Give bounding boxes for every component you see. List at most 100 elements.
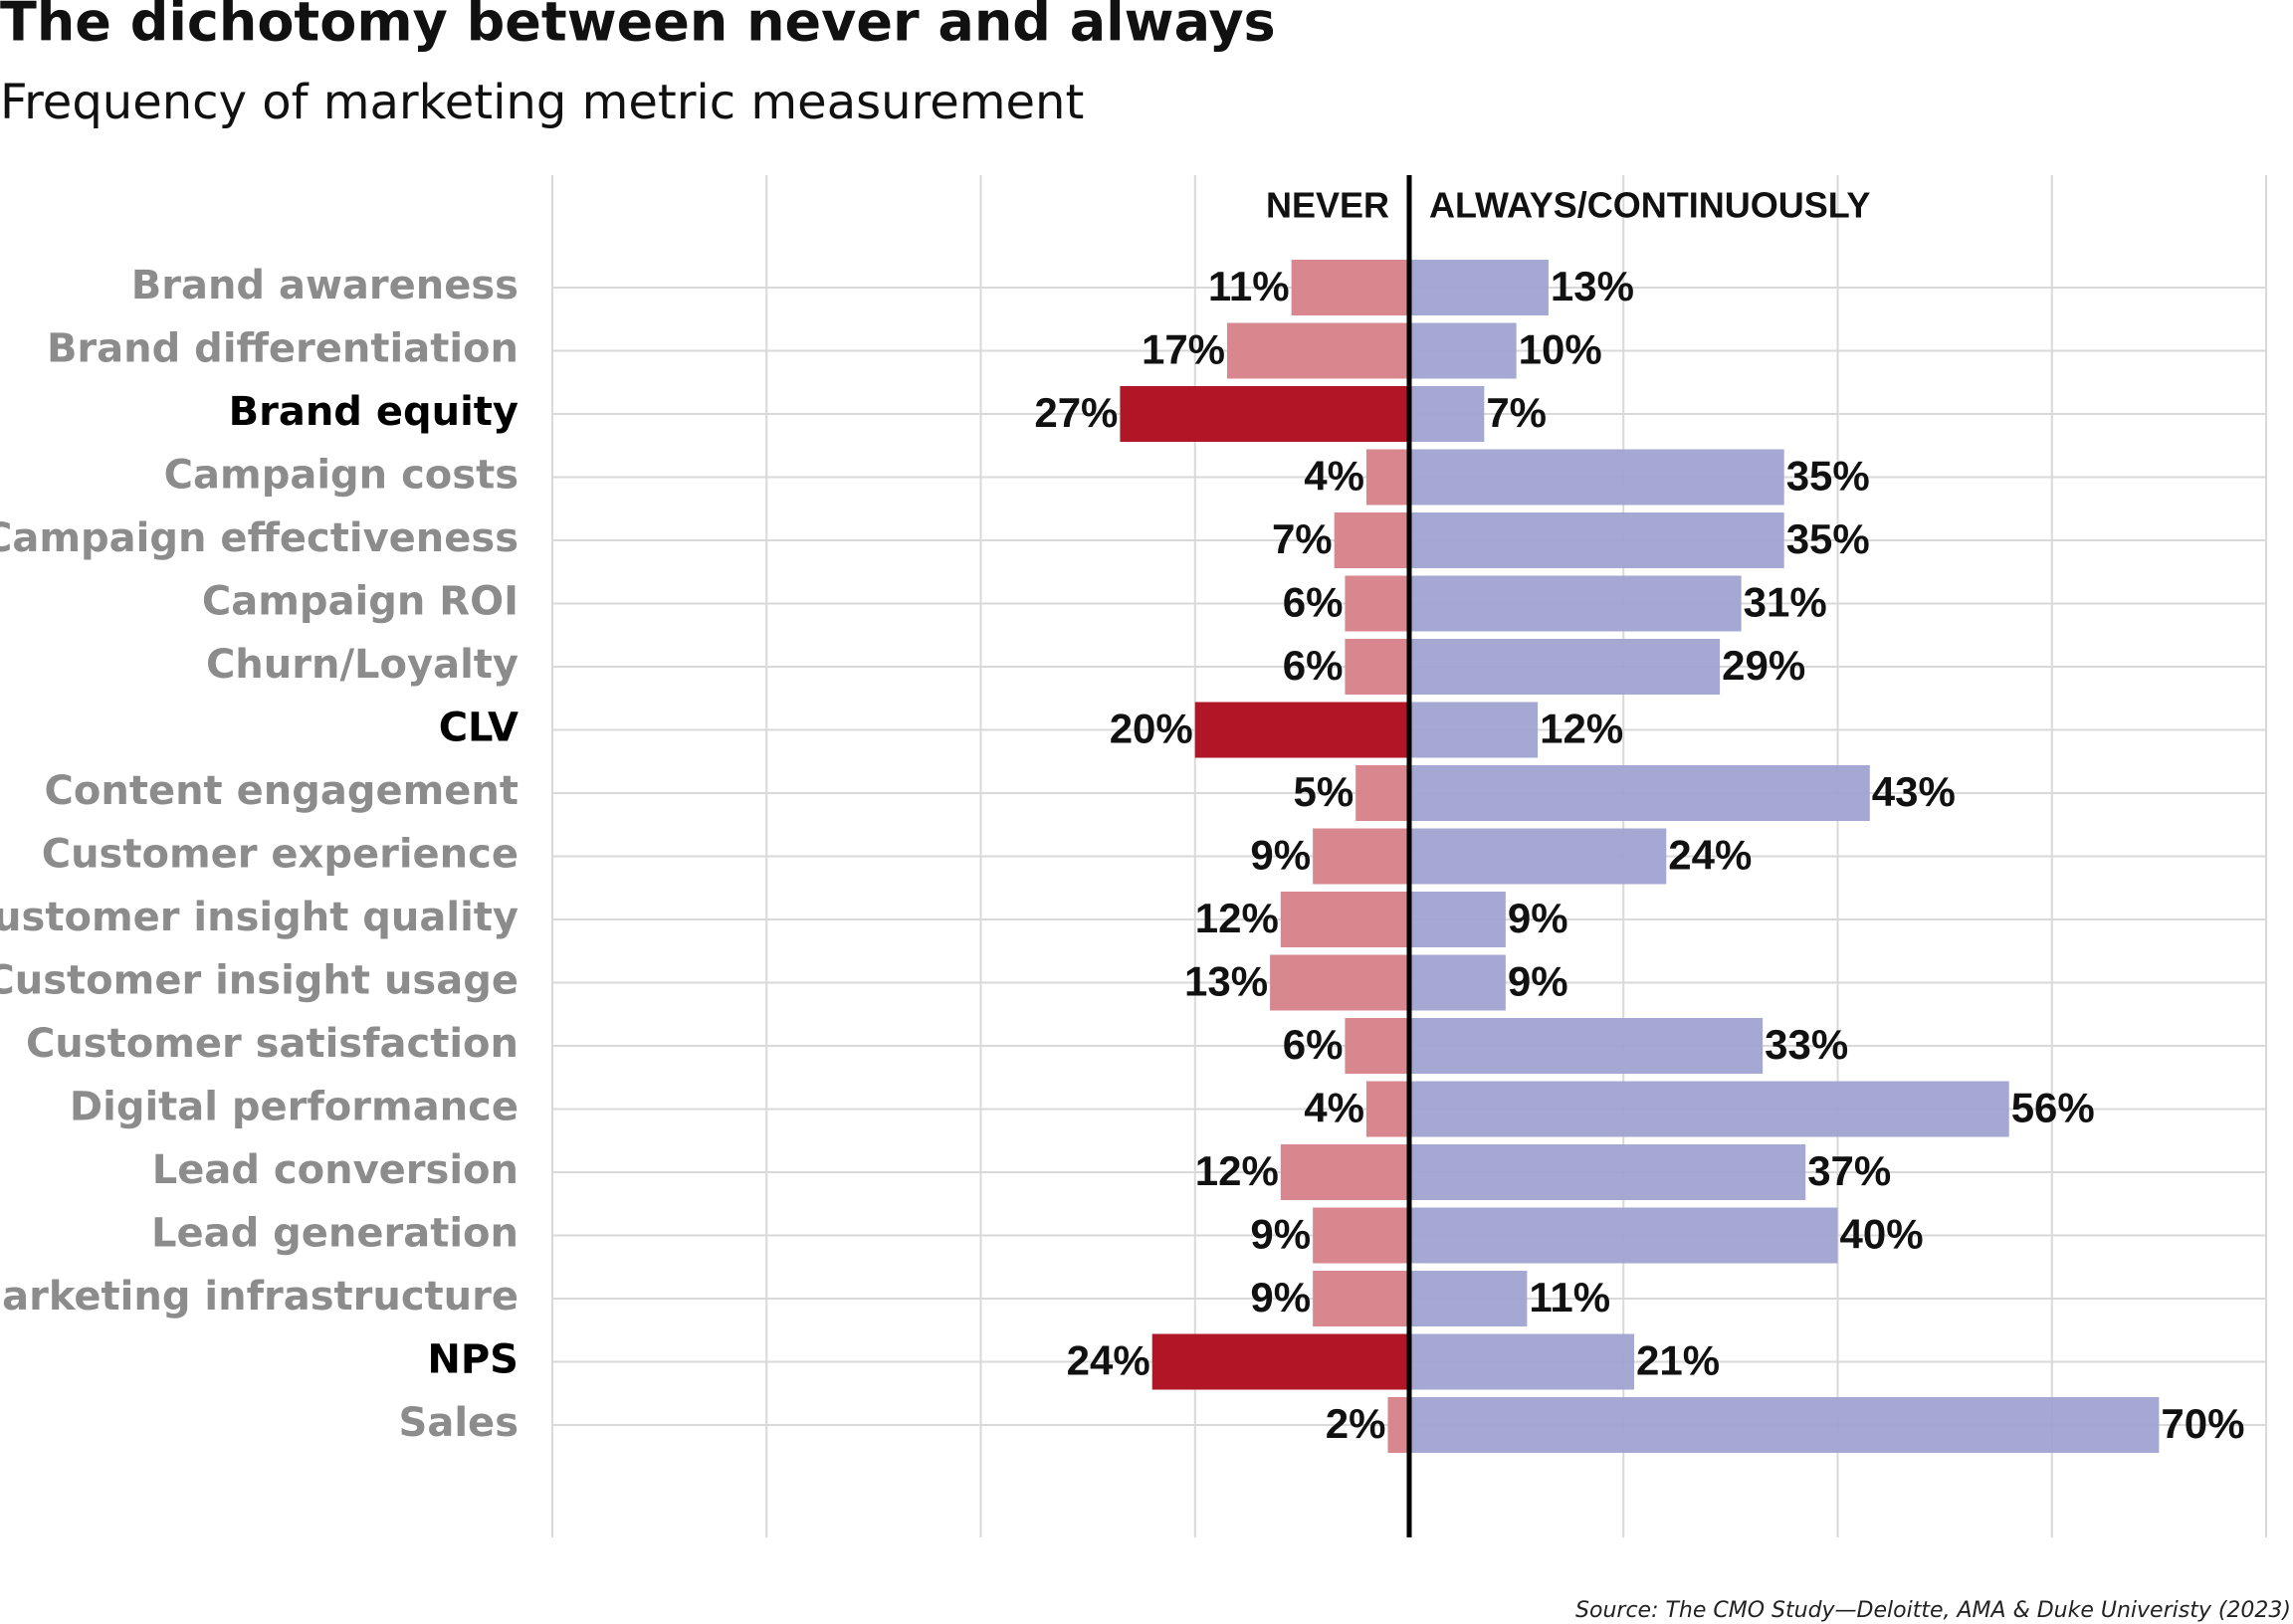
bar <box>1387 1397 1409 1453</box>
value-label: 35% <box>1786 515 1870 562</box>
bar <box>1409 765 1870 821</box>
value-label: 12% <box>1195 895 1279 941</box>
value-label: 11% <box>1208 263 1290 309</box>
value-label: 6% <box>1283 642 1344 689</box>
bar <box>1270 954 1409 1011</box>
bar <box>1409 892 1506 947</box>
category-label: Campaign ROI <box>202 579 519 625</box>
bar <box>1409 1081 2009 1137</box>
chart-subtitle: Frequency of marketing metric measuremen… <box>0 75 1084 130</box>
series-header: NEVER <box>1266 185 1389 226</box>
category-label: Campaign effectiveness <box>0 515 519 561</box>
value-label: 24% <box>1067 1337 1150 1384</box>
category-label: Lead conversion <box>152 1147 519 1193</box>
value-label: 13% <box>1184 958 1268 1005</box>
value-label: 29% <box>1722 642 1805 689</box>
category-label: Brand equity <box>229 389 519 435</box>
source-note: Source: The CMO Study—Deloitte, AMA & Du… <box>1575 1598 2291 1623</box>
value-label: 6% <box>1283 1021 1344 1068</box>
bar <box>1345 1018 1409 1074</box>
value-label: 31% <box>1744 579 1827 626</box>
value-label: 7% <box>1486 389 1547 436</box>
bar <box>1313 1207 1409 1264</box>
bar <box>1409 1271 1528 1326</box>
value-label: 24% <box>1668 832 1752 879</box>
bar <box>1409 1018 1764 1074</box>
category-label: Sales <box>399 1400 519 1446</box>
category-label: Customer insight usage <box>0 958 519 1004</box>
value-label: 20% <box>1110 706 1193 752</box>
value-label: 9% <box>1250 1274 1311 1320</box>
category-label: Churn/Loyalty <box>206 642 519 688</box>
value-label: 33% <box>1765 1021 1848 1068</box>
category-label: Brand awareness <box>131 263 519 308</box>
bar <box>1227 322 1409 379</box>
value-label: 9% <box>1250 832 1311 879</box>
value-label: 7% <box>1272 515 1333 562</box>
value-label: 5% <box>1293 768 1354 815</box>
bar <box>1291 260 1409 315</box>
bar <box>1151 1333 1409 1390</box>
value-label: 2% <box>1326 1400 1386 1447</box>
value-label: 4% <box>1304 1085 1364 1131</box>
bar <box>1280 1144 1409 1200</box>
bar <box>1409 322 1517 379</box>
category-label: NPS <box>427 1337 519 1383</box>
value-label: 9% <box>1508 895 1568 941</box>
value-label: 13% <box>1551 263 1634 309</box>
category-label: Customer insight quality <box>0 895 519 940</box>
bar <box>1409 1333 1635 1390</box>
category-label: Brand differentiation <box>47 326 519 372</box>
bar <box>1334 512 1409 568</box>
value-label: 6% <box>1283 579 1344 626</box>
chart-title: The dichotomy between never and always <box>0 0 1276 54</box>
bar <box>1313 828 1409 885</box>
bar <box>1409 512 1784 568</box>
bar <box>1409 1144 1806 1200</box>
category-label: Content engagement <box>45 768 519 814</box>
bar <box>1345 575 1409 632</box>
category-label: Customer satisfaction <box>26 1021 519 1067</box>
value-label: 27% <box>1034 389 1118 436</box>
bar <box>1365 449 1409 506</box>
category-label: Customer experience <box>42 832 519 878</box>
bar <box>1345 639 1409 695</box>
value-label: 40% <box>1840 1211 1924 1258</box>
bar <box>1409 449 1784 506</box>
bar <box>1409 575 1742 632</box>
value-label: 12% <box>1195 1147 1279 1194</box>
value-label: 9% <box>1508 958 1568 1005</box>
bar <box>1280 892 1409 947</box>
series-header: ALWAYS/CONTINUOUSLY <box>1429 185 1870 226</box>
bar <box>1313 1271 1409 1326</box>
category-label: Marketing infrastructure <box>0 1274 519 1320</box>
category-label: CLV <box>439 706 519 751</box>
value-label: 11% <box>1529 1274 1610 1320</box>
bar <box>1120 386 1409 442</box>
bar <box>1409 828 1667 885</box>
value-label: 37% <box>1807 1147 1891 1194</box>
bar <box>1409 639 1721 695</box>
bar <box>1409 954 1506 1011</box>
bar <box>1409 1207 1838 1264</box>
value-label: 9% <box>1250 1211 1311 1258</box>
bar <box>1194 702 1409 758</box>
category-label: Digital performance <box>70 1085 519 1130</box>
bar <box>1409 260 1549 315</box>
value-label: 12% <box>1540 706 1623 752</box>
bar <box>1409 702 1539 758</box>
bar <box>1409 386 1485 442</box>
value-label: 43% <box>1872 768 1956 815</box>
value-label: 35% <box>1786 453 1870 500</box>
value-label: 56% <box>2011 1085 2095 1131</box>
category-label: Lead generation <box>151 1211 519 1257</box>
value-label: 17% <box>1142 326 1225 373</box>
category-label: Campaign costs <box>164 453 519 499</box>
value-label: 4% <box>1304 453 1364 500</box>
value-label: 21% <box>1636 1337 1720 1384</box>
value-label: 70% <box>2161 1400 2244 1447</box>
bar <box>1355 765 1409 821</box>
bar <box>1365 1081 1409 1137</box>
bar <box>1409 1397 2160 1453</box>
